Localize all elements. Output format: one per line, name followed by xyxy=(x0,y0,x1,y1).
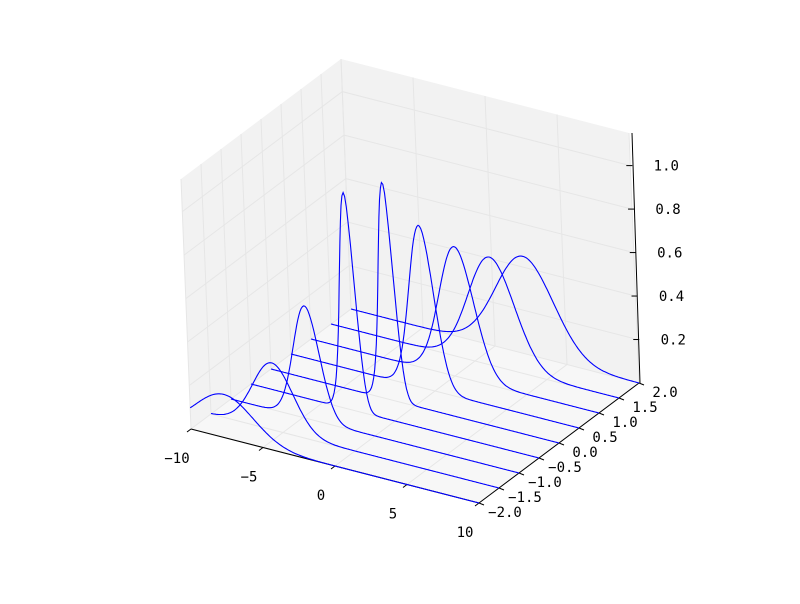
series-line-4 xyxy=(270,181,560,444)
tick-labels: −10−50510−2.0−1.5−1.0−0.50.00.51.01.52.0… xyxy=(164,159,686,541)
y-tick xyxy=(638,382,645,386)
series-line-8 xyxy=(350,255,640,384)
y-tick-label: −0.5 xyxy=(548,460,582,476)
z-tick-label: 0.8 xyxy=(655,202,680,218)
x-tick xyxy=(402,484,408,488)
tick-marks xyxy=(186,165,645,507)
z-tick-label: 0.6 xyxy=(657,246,682,262)
x-tick-label: 0 xyxy=(317,488,325,504)
z-tick-label: 1.0 xyxy=(654,159,679,175)
grid-line-z xyxy=(185,178,634,300)
series-lines xyxy=(189,181,640,504)
y-tick xyxy=(538,457,545,461)
y-tick-label: 0.0 xyxy=(572,445,597,461)
y-tick-label: −1.5 xyxy=(508,490,542,506)
x-tick-label: −10 xyxy=(164,451,189,467)
z-tick-label: 0.2 xyxy=(661,333,686,349)
x-tick-label: 5 xyxy=(389,507,397,523)
y-tick-label: 1.0 xyxy=(612,415,637,431)
series-line-2 xyxy=(230,305,520,474)
series-line-3 xyxy=(250,190,540,459)
x-tick xyxy=(258,447,264,451)
grid-line-z xyxy=(183,134,633,256)
y-tick xyxy=(578,427,585,431)
y-tick-label: 0.5 xyxy=(592,430,617,446)
y-tick xyxy=(518,472,525,476)
series-line-1 xyxy=(210,362,500,489)
y-tick-label: −1.0 xyxy=(528,475,562,491)
y-tick xyxy=(498,487,505,491)
x-tick-label: 10 xyxy=(457,525,474,541)
z-tick-label: 0.4 xyxy=(659,289,684,305)
x-tick xyxy=(330,465,336,470)
x-tick xyxy=(186,428,192,433)
y-tick xyxy=(478,502,485,506)
grid-line-z xyxy=(189,264,638,386)
y-tick-label: 1.5 xyxy=(632,400,657,416)
y-tick-label: 2.0 xyxy=(652,385,677,401)
x-tick xyxy=(474,502,480,507)
grid-line-z xyxy=(182,91,631,213)
y-tick xyxy=(618,397,625,401)
series-line-5 xyxy=(290,224,580,429)
y-tick xyxy=(598,412,605,416)
y-tick xyxy=(558,442,565,446)
series-line-7 xyxy=(330,256,620,399)
series-line-6 xyxy=(310,246,600,414)
z-axis-line xyxy=(631,132,641,384)
series-line-0 xyxy=(189,393,480,504)
x-tick-label: −5 xyxy=(241,470,258,486)
y-tick-label: −2.0 xyxy=(488,505,522,521)
